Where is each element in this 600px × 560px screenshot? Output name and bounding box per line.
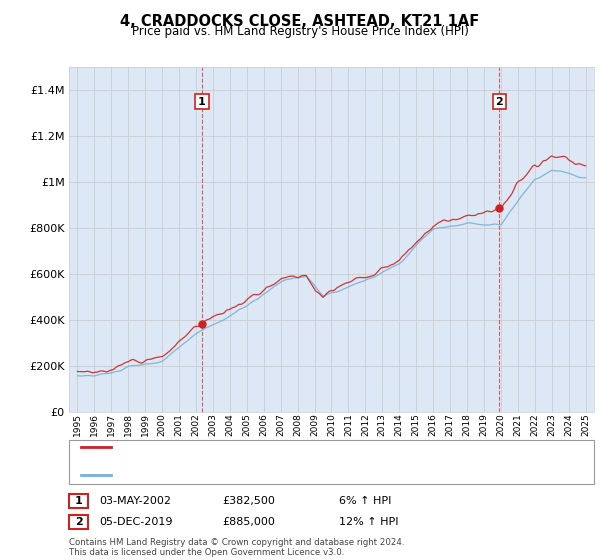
Text: 2: 2 [496,97,503,106]
Text: 2: 2 [75,517,82,527]
Text: 4, CRADDOCKS CLOSE, ASHTEAD, KT21 1AF (detached house): 4, CRADDOCKS CLOSE, ASHTEAD, KT21 1AF (d… [117,442,440,452]
Text: HPI: Average price, detached house, Mole Valley: HPI: Average price, detached house, Mole… [117,470,369,480]
Text: 4, CRADDOCKS CLOSE, ASHTEAD, KT21 1AF: 4, CRADDOCKS CLOSE, ASHTEAD, KT21 1AF [121,14,479,29]
Text: 1: 1 [75,496,82,506]
Text: 1: 1 [198,97,206,106]
Text: 12% ↑ HPI: 12% ↑ HPI [339,517,398,527]
Text: Contains HM Land Registry data © Crown copyright and database right 2024.
This d: Contains HM Land Registry data © Crown c… [69,538,404,557]
Text: 6% ↑ HPI: 6% ↑ HPI [339,496,391,506]
Text: £885,000: £885,000 [222,517,275,527]
Text: 05-DEC-2019: 05-DEC-2019 [99,517,173,527]
Text: £382,500: £382,500 [222,496,275,506]
Text: Price paid vs. HM Land Registry's House Price Index (HPI): Price paid vs. HM Land Registry's House … [131,25,469,38]
Text: 03-MAY-2002: 03-MAY-2002 [99,496,171,506]
